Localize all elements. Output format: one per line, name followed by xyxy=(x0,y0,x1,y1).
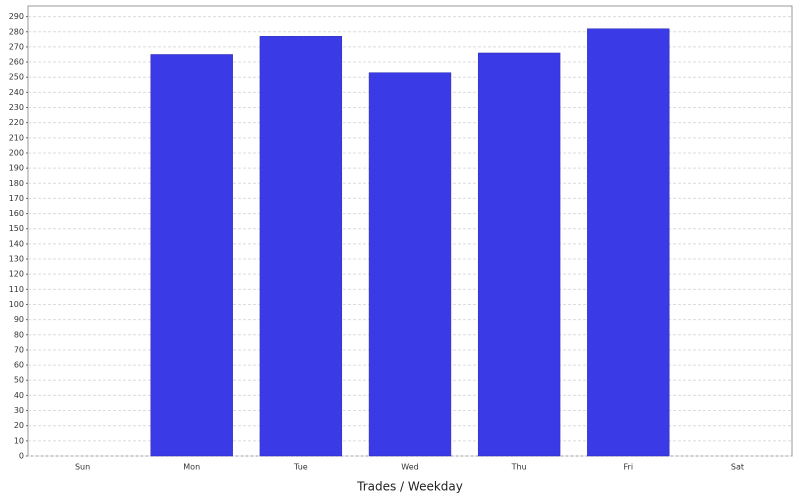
y-tick-label: 60 xyxy=(14,361,24,370)
y-tick-label: 170 xyxy=(9,194,24,203)
y-tick-label: 80 xyxy=(14,330,24,339)
x-tick-label: Fri xyxy=(624,463,634,472)
y-tick-label: 210 xyxy=(9,133,24,142)
x-axis-title: Trades / Weekday xyxy=(356,480,463,494)
y-tick-label: 150 xyxy=(9,224,24,233)
y-tick-label: 30 xyxy=(14,406,24,415)
y-tick-label: 50 xyxy=(14,376,24,385)
y-tick-label: 20 xyxy=(14,421,24,430)
y-tick-label: 130 xyxy=(9,255,24,264)
y-tick-label: 120 xyxy=(9,270,24,279)
x-tick-label: Sat xyxy=(731,463,744,472)
y-tick-label: 190 xyxy=(9,164,24,173)
x-tick-label: Thu xyxy=(511,463,527,472)
y-tick-label: 280 xyxy=(9,27,24,36)
y-tick-label: 110 xyxy=(9,285,24,294)
bar xyxy=(477,52,561,457)
y-tick-label: 40 xyxy=(14,391,24,400)
x-tick-label: Tue xyxy=(293,463,308,472)
x-tick-label: Wed xyxy=(401,463,418,472)
y-tick-label: 200 xyxy=(9,148,24,157)
y-tick-label: 230 xyxy=(9,103,24,112)
bar xyxy=(259,36,343,457)
y-tick-label: 10 xyxy=(14,436,24,445)
y-tick-label: 220 xyxy=(9,118,24,127)
y-tick-label: 180 xyxy=(9,179,24,188)
y-tick-label: 140 xyxy=(9,239,24,248)
x-tick-label: Mon xyxy=(183,463,200,472)
y-tick-label: 90 xyxy=(14,315,24,324)
y-tick-label: 240 xyxy=(9,88,24,97)
y-tick-label: 270 xyxy=(9,42,24,51)
y-tick-label: 0 xyxy=(19,452,24,461)
bar xyxy=(368,72,452,457)
y-tick-label: 290 xyxy=(9,12,24,21)
bar xyxy=(150,54,233,457)
y-tick-label: 70 xyxy=(14,345,24,354)
bar xyxy=(587,28,670,457)
y-tick-label: 100 xyxy=(9,300,24,309)
y-tick-label: 250 xyxy=(9,73,24,82)
y-tick-label: 160 xyxy=(9,209,24,218)
y-tick-label: 260 xyxy=(9,58,24,67)
x-tick-label: Sun xyxy=(75,463,90,472)
